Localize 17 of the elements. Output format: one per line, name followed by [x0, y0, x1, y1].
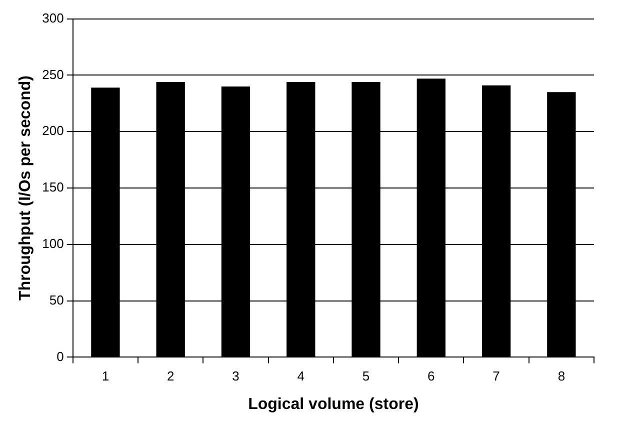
x-tick-label: 3	[232, 368, 240, 384]
y-axis-title: Throughput (I/Os per second)	[17, 76, 34, 300]
y-tick-label: 50	[49, 292, 64, 308]
y-tick-label: 250	[42, 66, 64, 82]
y-tick-label: 0	[56, 348, 64, 364]
x-tick-label: 5	[362, 368, 370, 384]
x-tick-label: 2	[166, 368, 174, 384]
y-tick-label: 150	[42, 180, 64, 195]
x-tick-label: 7	[492, 368, 500, 384]
y-tick-label: 100	[42, 236, 64, 251]
x-axis-title: Logical volume (store)	[248, 396, 419, 413]
x-tick-label: 1	[102, 368, 110, 384]
x-tick-label: 8	[558, 368, 566, 384]
x-tick-label: 6	[428, 368, 435, 384]
x-tick-label: 4	[297, 368, 304, 384]
y-tick-label: 200	[42, 123, 64, 138]
y-tick-label: 300	[42, 10, 64, 26]
